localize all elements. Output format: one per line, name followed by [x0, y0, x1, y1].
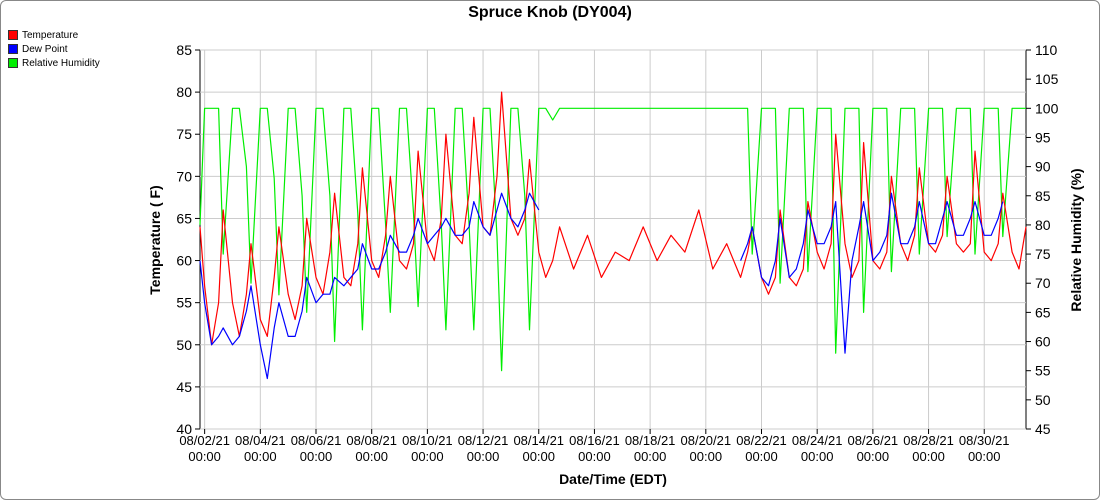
legend-entry-relative-humidity: Relative Humidity	[8, 56, 100, 70]
x-tick-time-label: 00:00	[745, 449, 778, 464]
legend-label-relative-humidity: Relative Humidity	[22, 57, 100, 69]
relative-humidity-line	[199, 107, 1026, 372]
x-tick-time-label: 00:00	[244, 449, 277, 464]
legend-label-dew-point: Dew Point	[22, 43, 68, 55]
x-tick-date-label: 08/06/21	[291, 433, 342, 448]
y-axis-title: Temperature ( F)	[147, 185, 163, 294]
x-tick-time-label: 00:00	[857, 449, 890, 464]
y-tick-label: 70	[176, 168, 192, 184]
x-tick-time-label: 00:00	[912, 449, 945, 464]
y2-tick-label: 100	[1035, 100, 1059, 116]
y-tick-label: 45	[176, 379, 192, 395]
x-tick-date-label: 08/02/21	[179, 433, 230, 448]
dew-point-line	[199, 192, 1004, 380]
x-tick-date-label: 08/24/21	[792, 433, 843, 448]
x-tick-time-label: 00:00	[188, 449, 221, 464]
x-tick-time-label: 00:00	[968, 449, 1001, 464]
x-axis-title: Date/Time (EDT)	[559, 471, 667, 487]
x-tick-time-label: 00:00	[467, 449, 500, 464]
grid-lines	[200, 49, 1026, 430]
legend-swatch-dew-point	[8, 44, 18, 54]
y2-tick-label: 65	[1035, 304, 1051, 320]
x-tick-date-label: 08/04/21	[235, 433, 286, 448]
y2-tick-label: 55	[1035, 363, 1051, 379]
x-tick-date-label: 08/28/21	[903, 433, 954, 448]
x-tick-time-label: 00:00	[411, 449, 444, 464]
legend-label-temperature: Temperature	[22, 29, 79, 41]
y2-tick-label: 95	[1035, 129, 1051, 145]
legend-swatch-relative-humidity	[8, 58, 18, 68]
x-tick-date-label: 08/14/21	[513, 433, 564, 448]
x-tick-time-label: 00:00	[801, 449, 834, 464]
y-tick-label: 75	[176, 126, 192, 142]
y-tick-label: 65	[176, 210, 192, 226]
y-tick-label: 55	[176, 295, 192, 311]
temperature-line	[199, 91, 1027, 346]
x-tick-time-label: 00:00	[690, 449, 723, 464]
y-tick-label: 60	[176, 253, 192, 269]
y2-tick-label: 70	[1035, 275, 1051, 291]
x-tick-date-label: 08/26/21	[848, 433, 899, 448]
x-tick-time-label: 00:00	[355, 449, 388, 464]
plot-area	[199, 49, 1027, 430]
x-tick-time-label: 00:00	[634, 449, 667, 464]
legend-entry-temperature: Temperature	[8, 28, 100, 42]
y2-axis-title: Relative Humidity (%)	[1068, 168, 1084, 311]
y2-tick-label: 60	[1035, 334, 1051, 350]
y2-tick-label: 45	[1035, 421, 1051, 437]
chart-title: Spruce Knob (DY004)	[468, 4, 632, 21]
y2-tick-label: 110	[1035, 42, 1058, 58]
y2-tick-label: 80	[1035, 217, 1051, 233]
x-tick-date-label: 08/20/21	[681, 433, 732, 448]
y2-tick-label: 75	[1035, 246, 1051, 262]
x-tick-time-label: 00:00	[578, 449, 611, 464]
legend-entry-dew-point: Dew Point	[8, 42, 100, 56]
x-tick-date-label: 08/16/21	[569, 433, 620, 448]
y2-tick-label: 90	[1035, 159, 1051, 175]
x-tick-date-label: 08/30/21	[959, 433, 1010, 448]
y2-tick-label: 85	[1035, 188, 1051, 204]
x-tick-time-label: 00:00	[522, 449, 555, 464]
x-tick-date-label: 08/18/21	[625, 433, 676, 448]
y-tick-label: 50	[176, 337, 192, 353]
x-tick-date-label: 08/08/21	[346, 433, 397, 448]
y-tick-label: 80	[176, 84, 192, 100]
x-tick-time-label: 00:00	[300, 449, 333, 464]
series-lines	[199, 91, 1027, 380]
y-tick-label: 40	[176, 421, 192, 437]
x-tick-date-label: 08/12/21	[458, 433, 509, 448]
legend-swatch-temperature	[8, 30, 18, 40]
y2-tick-label: 105	[1035, 71, 1059, 87]
legend: Temperature Dew Point Relative Humidity	[8, 28, 100, 70]
y-tick-label: 85	[176, 42, 192, 58]
y2-tick-label: 50	[1035, 392, 1051, 408]
x-tick-date-label: 08/22/21	[736, 433, 787, 448]
axes: 40 45 50 55 60 65 70 75 80 85 45 50 55 60 65 70 75 80 85 90…	[176, 42, 1058, 464]
x-tick-date-label: 08/10/21	[402, 433, 453, 448]
